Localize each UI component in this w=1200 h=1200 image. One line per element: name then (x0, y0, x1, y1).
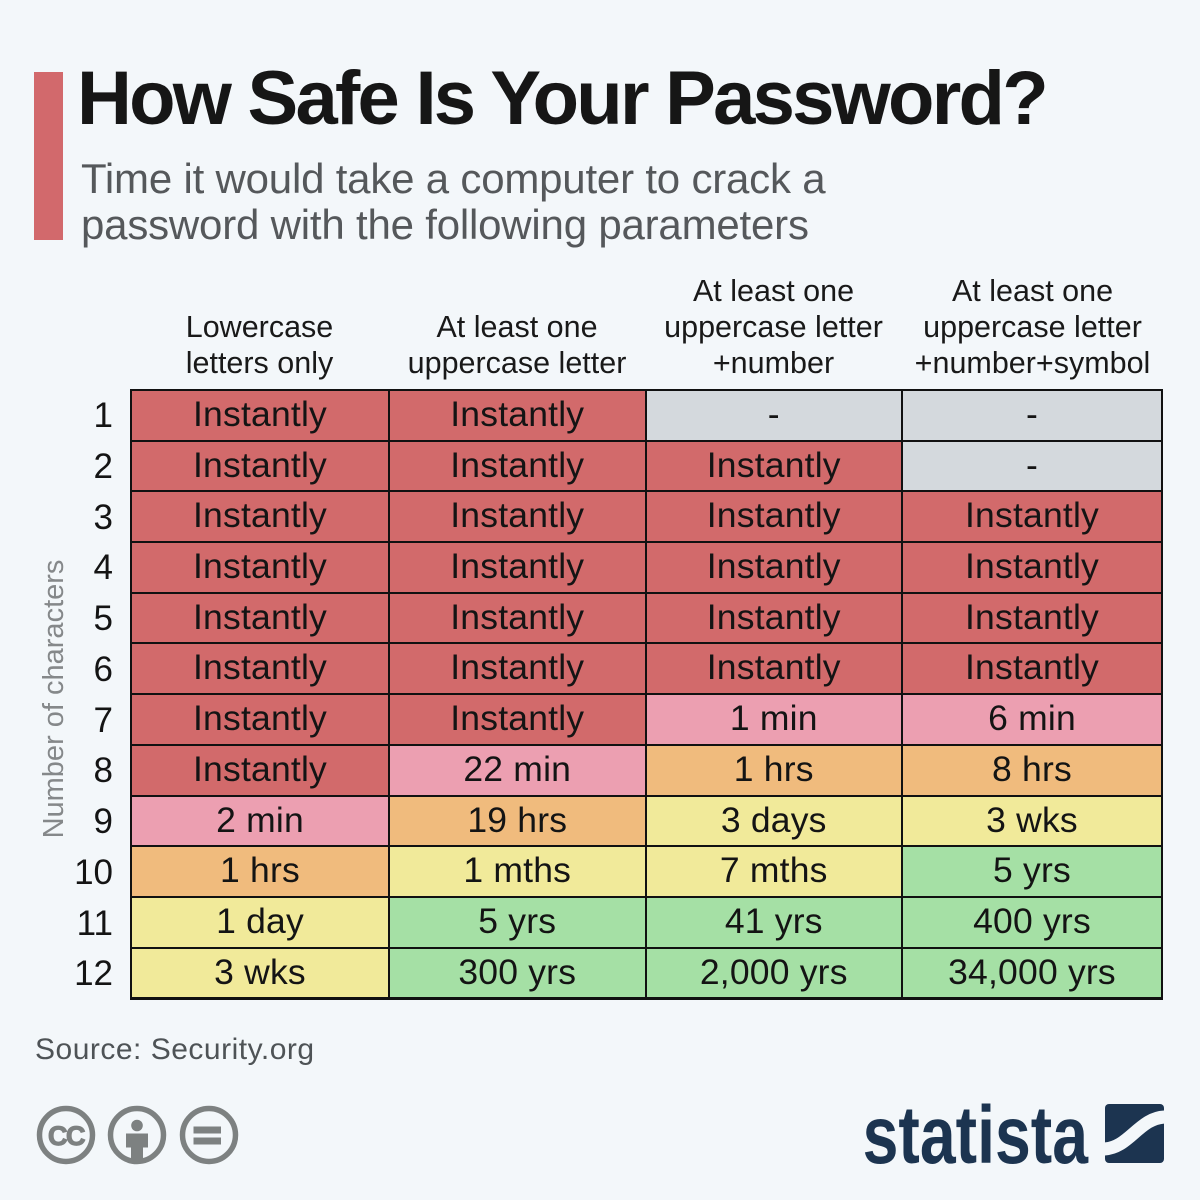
svg-text:statista: statista (863, 1088, 1089, 1170)
svg-text:CC: CC (48, 1121, 85, 1151)
